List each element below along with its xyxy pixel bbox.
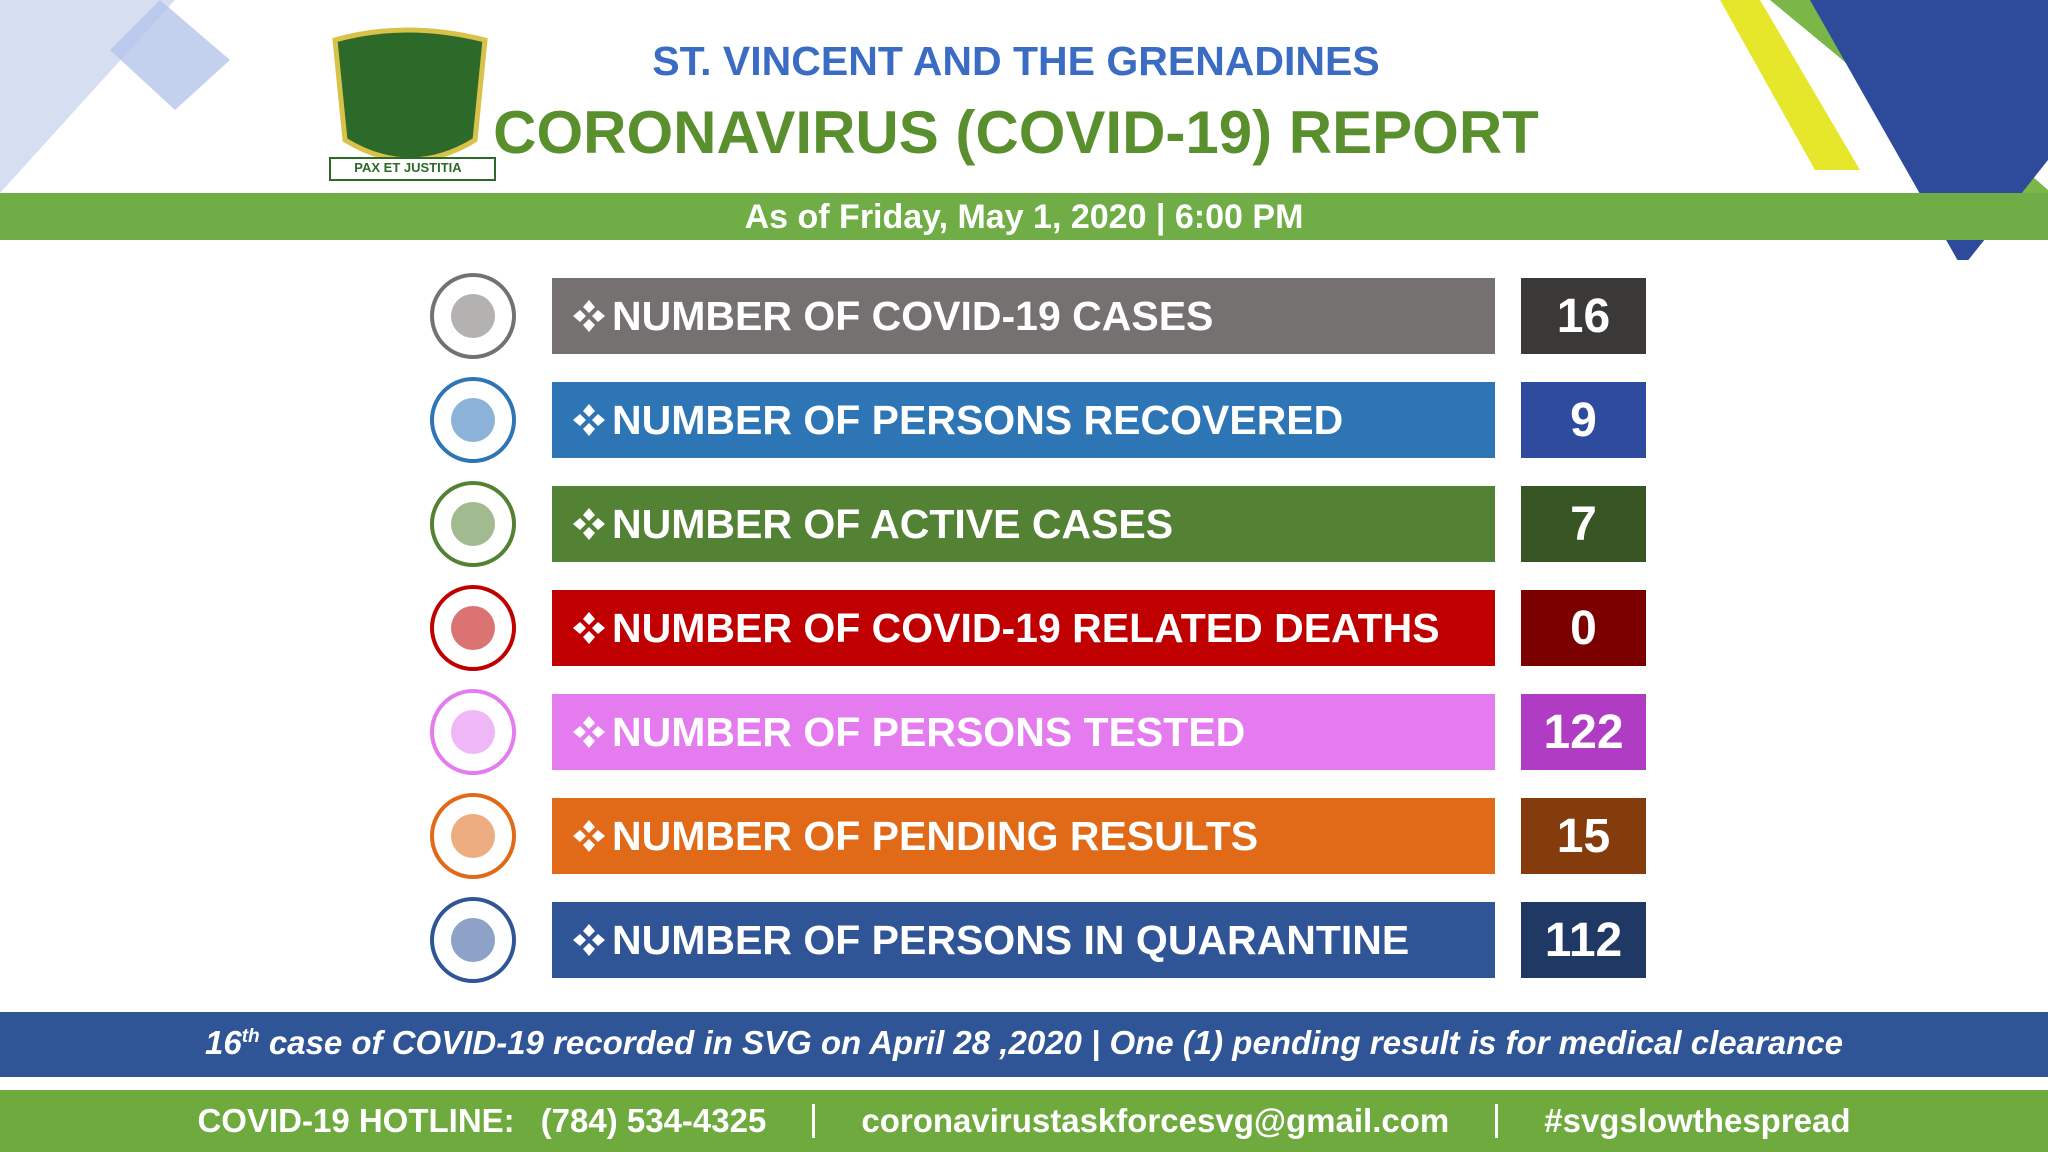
bullet (573, 924, 605, 956)
bullet (573, 404, 605, 436)
row-value: 15 (1521, 798, 1646, 874)
icon-circle (430, 793, 516, 879)
separator (812, 1104, 816, 1138)
row-label: NUMBER OF ACTIVE CASES (552, 486, 1495, 562)
row-value: 112 (1521, 902, 1646, 978)
row-label-text: NUMBER OF ACTIVE CASES (612, 500, 1174, 547)
row-label: NUMBER OF PERSONS IN QUARANTINE (552, 902, 1495, 978)
note: 16th case of COVID-19 recorded in SVG on… (0, 1024, 2048, 1062)
row-label-text: NUMBER OF COVID-19 RELATED DEATHS (612, 604, 1440, 651)
hotline: (784) 534-4325 (540, 1102, 767, 1139)
row-label: NUMBER OF PENDING RESULTS (552, 798, 1495, 874)
hotline-label: COVID-19 HOTLINE: (197, 1102, 515, 1139)
separator (1495, 1104, 1499, 1138)
row-icon (428, 479, 518, 569)
motto: PAX ET JUSTITIA (354, 160, 462, 175)
row-icon (428, 271, 518, 361)
note-number: 16 (204, 1024, 242, 1061)
row-value: 122 (1521, 694, 1646, 770)
title-line1: ST. VINCENT AND THE GRENADINES (652, 38, 1380, 84)
footer: COVID-19 HOTLINE: (784) 534-4325 coronav… (0, 1102, 2048, 1140)
footer-band (0, 1090, 2048, 1152)
row-icon (428, 375, 518, 465)
row-icon (428, 791, 518, 881)
row-label-text: NUMBER OF COVID-19 CASES (612, 292, 1214, 339)
bullet (573, 508, 605, 540)
date-bar (0, 193, 2048, 240)
email: coronavirustaskforcesvg@gmail.com (861, 1102, 1450, 1139)
icon-circle (430, 897, 516, 983)
icon-circle (430, 585, 516, 671)
title-line2: CORONAVIRUS (COVID-19) REPORT (493, 99, 1539, 166)
row-icon (428, 583, 518, 673)
row-value: 9 (1521, 382, 1646, 458)
row-icon (428, 895, 518, 985)
row-label: NUMBER OF COVID-19 CASES (552, 278, 1495, 354)
row-label-text: NUMBER OF PERSONS RECOVERED (612, 396, 1344, 443)
report-date: As of Friday, May 1, 2020 | 6:00 PM (744, 198, 1304, 236)
row-label-text: NUMBER OF PERSONS TESTED (612, 708, 1246, 755)
bullet (573, 716, 605, 748)
row-value: 0 (1521, 590, 1646, 666)
row-label: NUMBER OF PERSONS TESTED (552, 694, 1495, 770)
note-band (0, 1012, 2048, 1077)
row-value: 7 (1521, 486, 1646, 562)
bullet (573, 300, 605, 332)
row-label-text: NUMBER OF PENDING RESULTS (612, 812, 1259, 859)
icon-circle (430, 377, 516, 463)
bullet (573, 820, 605, 852)
row-label: NUMBER OF COVID-19 RELATED DEATHS (552, 590, 1495, 666)
icon-circle (430, 481, 516, 567)
hashtag: #svgslowthespread (1544, 1102, 1851, 1139)
row-icon (428, 687, 518, 777)
note-suffix: th (241, 1026, 260, 1047)
icon-circle (430, 273, 516, 359)
note-text: case of COVID-19 recorded in SVG on Apri… (268, 1024, 1843, 1061)
bullet (573, 612, 605, 644)
row-label-text: NUMBER OF PERSONS IN QUARANTINE (612, 916, 1410, 963)
icon-circle (430, 689, 516, 775)
row-label: NUMBER OF PERSONS RECOVERED (552, 382, 1495, 458)
row-value: 16 (1521, 278, 1646, 354)
